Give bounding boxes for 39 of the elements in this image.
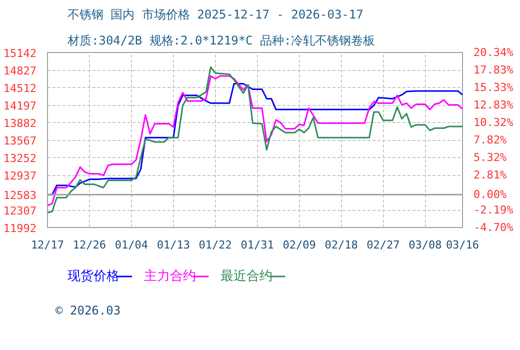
x-tick-label: 01/04 bbox=[114, 238, 148, 252]
y-tick-label: 13567 bbox=[3, 134, 37, 148]
y2-tick-label: 7.82% bbox=[474, 134, 507, 146]
y-tick-label: 12307 bbox=[3, 204, 37, 218]
y-tick-label: 13252 bbox=[3, 152, 37, 165]
y2-tick-label: 17.83% bbox=[474, 64, 514, 77]
y-tick-label: 14512 bbox=[3, 82, 37, 95]
y-tick-label: 12937 bbox=[3, 170, 37, 182]
text: © 2026.03 bbox=[56, 304, 121, 318]
x-tick-label: 01/31 bbox=[240, 238, 274, 252]
y2-tick-label: 10.32% bbox=[474, 116, 514, 130]
y-tick-label: 14197 bbox=[3, 100, 37, 112]
y-tick-label: 15142 bbox=[3, 47, 37, 60]
y2-tick-label: -4.70% bbox=[474, 221, 514, 234]
y-tick-label: 13882 bbox=[3, 117, 37, 130]
chart-title: 不锈钢 国内 市场价格 2025-12-17 - 2026-03-17 bbox=[68, 8, 364, 22]
x-tick-label: 12/26 bbox=[72, 238, 106, 252]
y2-tick-label: 5.32% bbox=[474, 150, 507, 164]
y2-tick-label: 12.83% bbox=[474, 98, 514, 112]
y-tick-label: 14827 bbox=[3, 64, 37, 78]
y2-tick-label: -2.19% bbox=[474, 203, 514, 216]
legend-label: 主力合约 bbox=[144, 268, 196, 284]
y2-tick-label: 20.34% bbox=[474, 46, 514, 59]
x-tick-label: 02/18 bbox=[324, 238, 358, 252]
x-tick-label: 01/13 bbox=[156, 238, 190, 252]
x-tick-label: 02/27 bbox=[366, 238, 400, 252]
y-tick-label: 12583 bbox=[3, 189, 37, 202]
x-tick-label: 01/22 bbox=[198, 238, 232, 252]
y2-tick-label: 15.33% bbox=[474, 81, 514, 94]
legend-label: 现货价格 bbox=[68, 269, 120, 284]
legend-label: 最近合约 bbox=[220, 269, 273, 284]
y2-tick-label: 2.81% bbox=[474, 168, 507, 182]
chart-subtitle: 材质:304/2B 规格:2.0*1219*C 品种:冷轧不锈钢卷板 bbox=[66, 34, 376, 48]
x-tick-label: 02/09 bbox=[282, 238, 316, 252]
x-tick-label: 03/16 bbox=[446, 238, 480, 252]
x-tick-label: 03/08 bbox=[408, 238, 442, 252]
x-tick-label: 12/17 bbox=[30, 238, 64, 252]
y2-tick-label: 0.00% bbox=[474, 188, 507, 202]
y-tick-label: 11992 bbox=[3, 222, 37, 235]
